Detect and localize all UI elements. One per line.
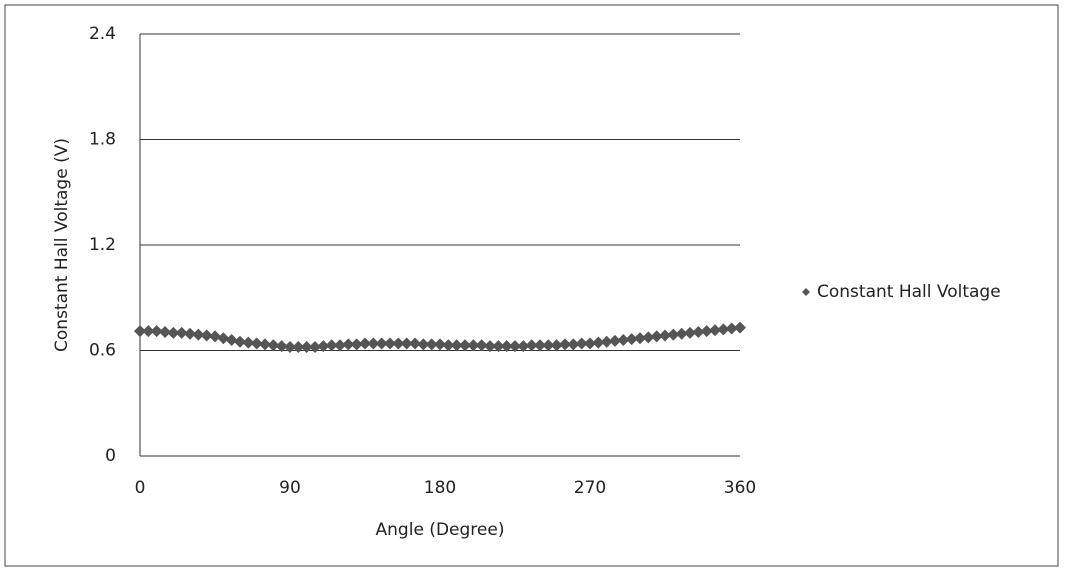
x-tick-label: 180 — [424, 478, 456, 498]
chart: Angle (Degree) Constant Hall Voltage (V)… — [0, 0, 1068, 576]
y-axis-label: Constant Hall Voltage (V) — [52, 138, 72, 352]
legend-marker — [802, 288, 810, 296]
y-tick-label: 1.2 — [89, 235, 116, 255]
x-tick-label: 360 — [724, 478, 756, 498]
x-tick-label: 0 — [135, 478, 146, 498]
x-tick-label: 270 — [574, 478, 606, 498]
y-tick-label: 0.6 — [89, 341, 116, 361]
x-tick-label: 90 — [279, 478, 301, 498]
data-point — [734, 322, 746, 334]
legend-label: Constant Hall Voltage — [817, 282, 1001, 302]
y-tick-label: 2.4 — [89, 24, 116, 44]
x-axis-label: Angle (Degree) — [376, 520, 505, 540]
y-tick-label: 1.8 — [89, 130, 116, 150]
y-tick-label: 0 — [105, 446, 116, 466]
